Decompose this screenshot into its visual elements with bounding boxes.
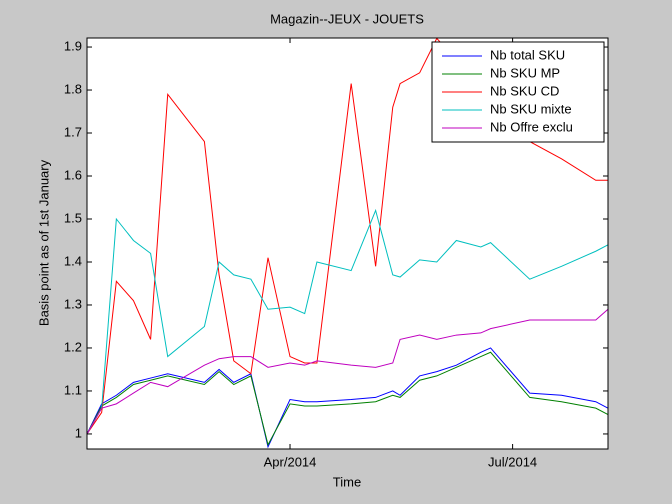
y-tick-label: 1.7 xyxy=(64,124,82,139)
series-line xyxy=(86,208,609,435)
series-line xyxy=(86,308,609,435)
y-tick-label: 1.4 xyxy=(64,253,82,268)
y-tick-label: 1.9 xyxy=(64,38,82,53)
y-tick-label: 1.6 xyxy=(64,167,82,182)
y-tick-label: 1.3 xyxy=(64,296,82,311)
series-line xyxy=(86,347,609,449)
x-tick-label: Jul/2014 xyxy=(488,454,537,469)
y-axis-label: Basis point as of 1st January xyxy=(36,159,51,326)
x-tick-label: Apr/2014 xyxy=(264,454,317,469)
series-line xyxy=(86,351,609,447)
legend-label: Nb SKU CD xyxy=(490,83,559,98)
y-tick-label: 1.8 xyxy=(64,81,82,96)
legend: Nb total SKU Nb SKU MP Nb SKU CD Nb SKU mix… xyxy=(431,41,605,143)
y-tick-label: 1 xyxy=(75,425,82,440)
y-tick-label: 1.1 xyxy=(64,382,82,397)
legend-label: Nb total SKU xyxy=(490,47,565,62)
y-tick-label: 1.5 xyxy=(64,210,82,225)
chart-title: Magazin--JEUX - JOUETS xyxy=(270,11,424,26)
legend-label: Nb SKU MP xyxy=(490,65,560,80)
x-axis-label: Time xyxy=(333,474,361,489)
axes-frame xyxy=(86,37,609,450)
legend-label: Nb Offre exclu xyxy=(490,119,573,134)
legend-label: Nb SKU mixte xyxy=(490,101,572,116)
y-tick-label: 1.2 xyxy=(64,339,82,354)
